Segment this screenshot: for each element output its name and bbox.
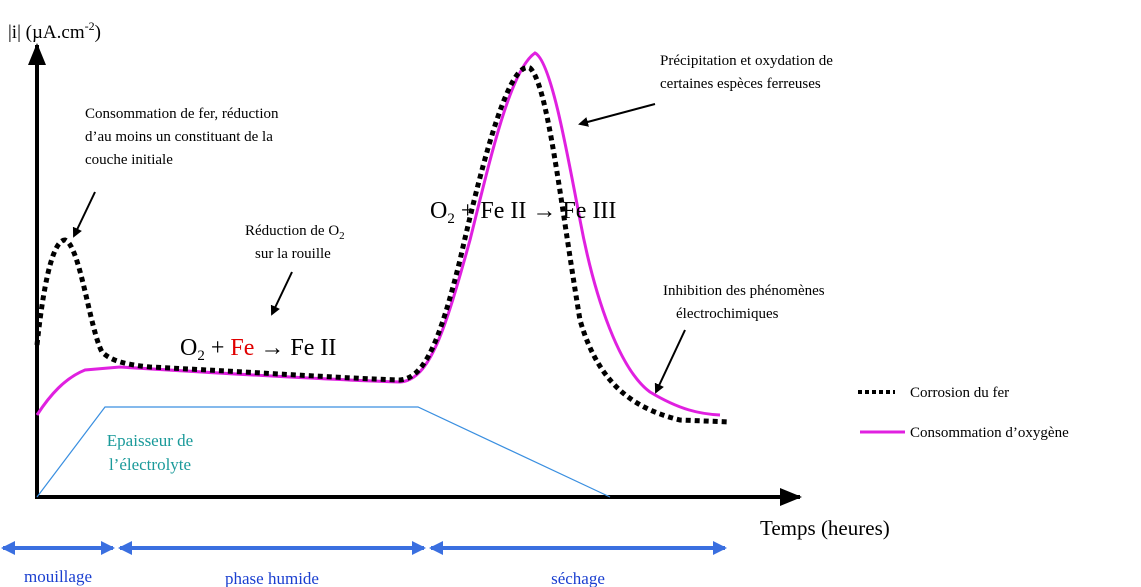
annotation-reduction: Réduction de O2: [245, 223, 345, 242]
oxygen-curve: [35, 51, 721, 417]
annotation-line: d’au moins un constituant de la: [85, 129, 273, 145]
annotation-precipitation: Précipitation et oxydation de: [660, 53, 833, 69]
phase-label: séchage: [551, 569, 605, 587]
annotation-inhibition: Inhibition des phénomènes: [663, 283, 825, 299]
phase-label: mouillage: [24, 567, 92, 586]
legend-label: Consommation d’oxygène: [910, 425, 1069, 441]
annotation-inhibition: électrochimiques: [676, 306, 779, 322]
y-axis-label: |i| (µA.cm-2): [8, 19, 101, 43]
annotation-precipitation: certaines espèces ferreuses: [660, 76, 821, 92]
arrow: [270, 271, 293, 316]
electrolyte-curve: [36, 406, 611, 498]
legend-label: Corrosion du fer: [910, 385, 1009, 401]
annotation-line: Consommation de fer, réduction: [85, 106, 279, 122]
annotation-electrolyte: Epaisseur de: [107, 431, 193, 450]
annotation-fer: Consommation de fer, réduction d’au moin…: [85, 106, 279, 168]
arrow: [654, 329, 686, 394]
x-axis-label: Temps (heures): [760, 516, 890, 540]
equation-2: O2 + Fe II → Fe III: [430, 198, 616, 227]
arrow: [72, 191, 96, 238]
annotation-electrolyte: l’électrolyte: [109, 455, 191, 474]
iron-curve: [34, 65, 731, 425]
arrow: [578, 103, 656, 127]
annotation-reduction: sur la rouille: [255, 246, 331, 262]
annotation-line: couche initiale: [85, 152, 173, 168]
phase-label: phase humide: [225, 569, 319, 587]
equation-1: O2 + Fe → Fe II: [180, 335, 336, 364]
